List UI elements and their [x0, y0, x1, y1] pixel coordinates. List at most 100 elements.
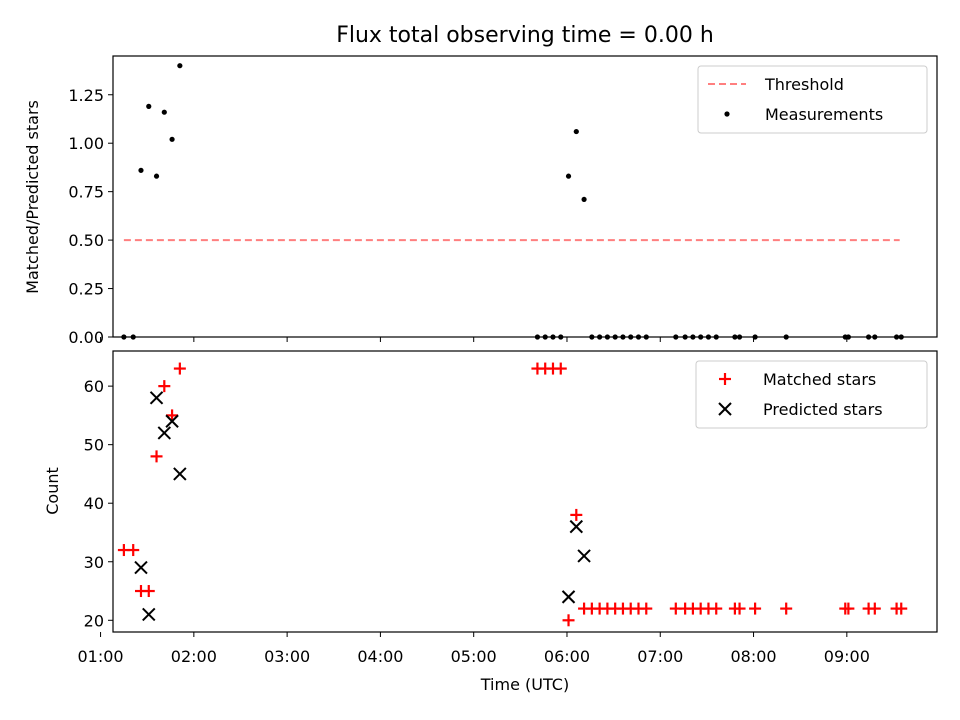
matched-stars-point	[780, 602, 793, 615]
predicted-stars-point	[142, 607, 156, 622]
matched-stars-point	[562, 614, 575, 627]
measurements-point	[705, 334, 712, 340]
x-tick-label: 02:00	[171, 647, 217, 666]
top-series-layer	[121, 63, 904, 340]
predicted-stars-point	[165, 414, 179, 428]
measurements-point	[682, 334, 688, 340]
legend-matched-swatch	[719, 373, 731, 385]
legend-measurements-label: Measurements	[765, 105, 883, 124]
legend-matched-label: Matched stars	[763, 370, 876, 389]
measurements-point	[845, 334, 851, 340]
measurements-point	[628, 334, 634, 340]
top-y-tick-label: 0.50	[68, 231, 104, 250]
measurements-point	[752, 334, 758, 340]
predicted-stars-point	[134, 560, 148, 575]
bottom-y-tick-label: 20	[84, 611, 104, 630]
measurements-point	[558, 334, 564, 340]
measurements-point	[783, 334, 789, 340]
bottom-y-tick-label: 60	[84, 377, 104, 396]
measurements-point	[542, 334, 548, 340]
legend-predicted-swatch	[718, 402, 732, 416]
matched-stars-point	[895, 602, 908, 615]
measurements-point	[161, 109, 167, 115]
measurements-point	[612, 334, 618, 340]
x-axis-label: Time (UTC)	[480, 675, 569, 694]
measurements-point	[604, 334, 611, 340]
measurements-point	[643, 334, 649, 340]
matched-stars-point	[173, 362, 186, 375]
top-y-tick-label: 0.25	[68, 280, 104, 299]
measurements-point	[635, 334, 642, 340]
measurements-point	[690, 334, 696, 340]
matched-stars-point	[554, 362, 567, 375]
measurements-point	[138, 167, 144, 173]
measurements-point	[130, 334, 136, 340]
top-y-tick-label: 1.25	[68, 86, 104, 105]
measurements-point	[169, 136, 175, 142]
measurements-point	[597, 334, 603, 340]
top-y-tick-label: 0.00	[68, 328, 104, 347]
measurements-point	[865, 334, 872, 340]
bottom-panel: 20 30 40 50 60 01:00 02:00 03:00 04:00 05:00 06:0…	[43, 350, 938, 694]
bottom-axes-frame	[112, 350, 938, 633]
measurements-point	[177, 63, 183, 69]
x-tick-label: 01:00	[78, 647, 124, 666]
predicted-stars-point	[569, 519, 584, 534]
bottom-y-axis: 20 30 40 50 60	[84, 377, 113, 630]
matched-stars-point	[166, 409, 179, 422]
matched-stars-point	[142, 585, 155, 598]
top-y-tick-label: 0.75	[68, 183, 104, 202]
x-tick-label: 08:00	[730, 647, 776, 666]
measurements-point	[872, 334, 878, 340]
chart-title: Flux total observing time = 0.00 h	[336, 23, 714, 48]
top-y-axis: 0.00 0.25 0.50 0.75 1.00 1.25	[68, 86, 113, 347]
matched-stars-point	[868, 602, 881, 615]
predicted-stars-point	[149, 391, 164, 405]
measurements-point	[673, 334, 679, 340]
measurements-point	[713, 334, 719, 340]
measurements-point	[732, 334, 738, 340]
measurements-point	[589, 334, 595, 340]
bottom-y-axis-label: Count	[43, 467, 62, 515]
matched-stars-point	[127, 544, 140, 557]
matched-stars-point	[640, 602, 653, 615]
predicted-stars-point	[561, 590, 576, 604]
measurements-point	[121, 334, 127, 340]
matched-stars-point	[710, 602, 723, 615]
bottom-legend-box	[695, 360, 928, 429]
bottom-series-layer	[117, 362, 908, 627]
predicted-stars-point	[157, 426, 172, 440]
measurements-point	[620, 334, 626, 340]
predicted-stars-point	[173, 467, 187, 481]
x-tick-label: 03:00	[264, 647, 310, 666]
top-y-axis-label: Matched/Predicted stars	[23, 100, 42, 294]
measurements-point	[581, 196, 587, 203]
measurements-point	[573, 128, 579, 135]
x-tick-label: 04:00	[357, 647, 403, 666]
legend-measurements-swatch	[724, 111, 730, 117]
matched-stars-point	[150, 450, 163, 463]
x-tick-label: 09:00	[824, 647, 870, 666]
top-y-tick-label: 1.00	[68, 134, 104, 153]
legend-predicted-label: Predicted stars	[763, 400, 883, 419]
matched-stars-point	[158, 380, 171, 393]
top-legend: Threshold Measurements	[697, 65, 928, 134]
matched-stars-point	[842, 602, 855, 615]
matched-stars-point	[749, 602, 762, 615]
matched-stars-point	[733, 602, 746, 615]
x-tick-label: 05:00	[451, 647, 497, 666]
bottom-y-tick-label: 30	[84, 553, 104, 572]
x-tick-label: 07:00	[637, 647, 683, 666]
top-axes-frame	[112, 55, 938, 338]
bottom-x-axis: 01:00 02:00 03:00 04:00 05:00 06:00 07:00 08:00…	[78, 632, 870, 666]
measurements-point	[146, 103, 152, 109]
measurements-point	[153, 173, 160, 179]
measurements-point	[565, 173, 572, 179]
predicted-stars-point	[577, 549, 591, 563]
legend-threshold-label: Threshold	[764, 75, 844, 94]
measurements-point	[893, 334, 900, 340]
bottom-y-tick-label: 50	[84, 436, 104, 455]
measurements-point	[698, 334, 704, 340]
x-tick-label: 06:00	[544, 647, 590, 666]
